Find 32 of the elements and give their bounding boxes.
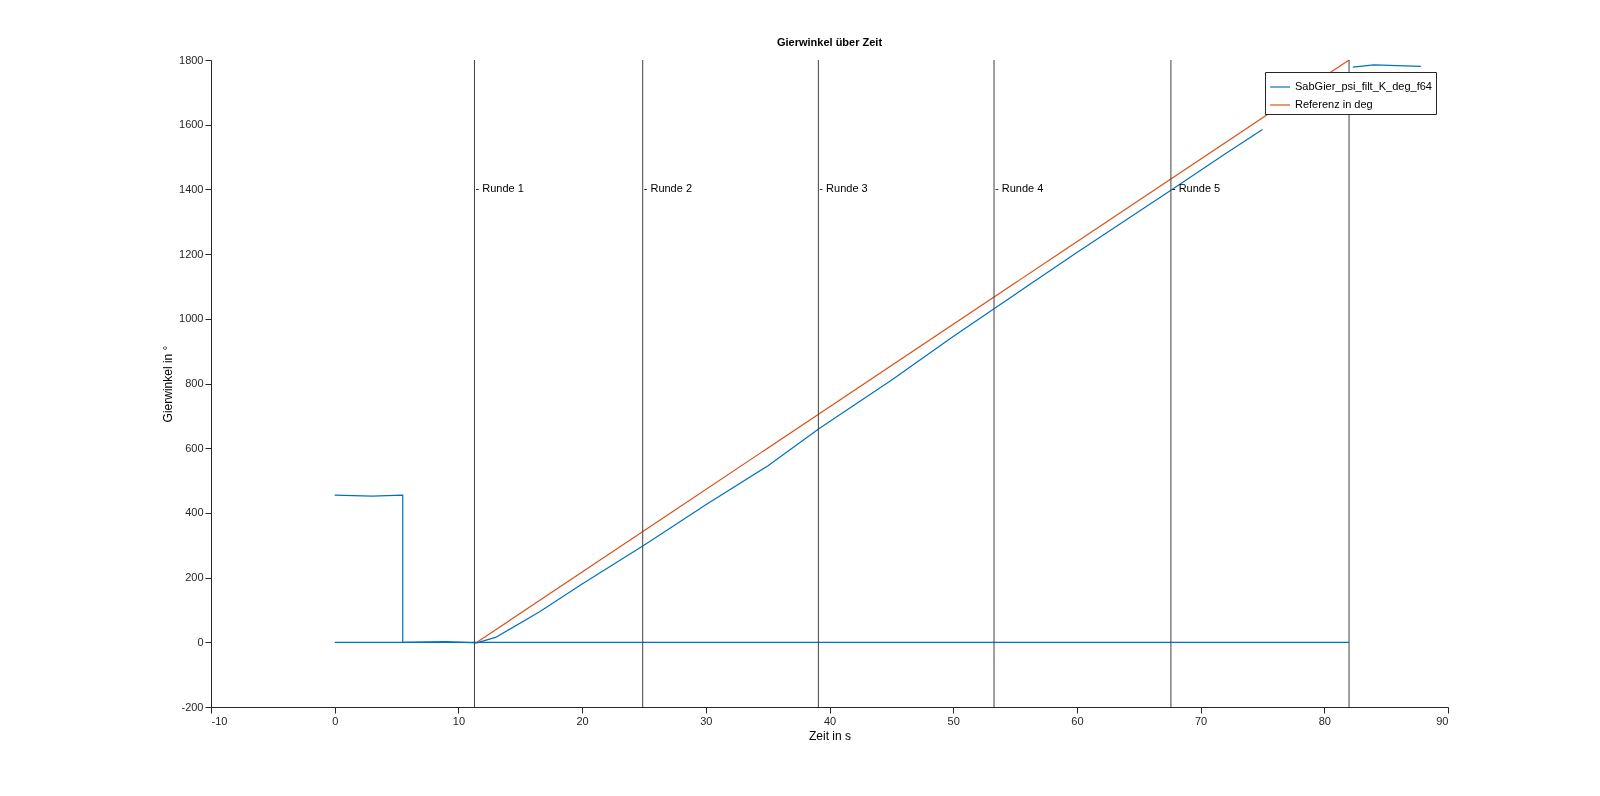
y-tick-label: 1800	[179, 53, 204, 66]
x-tick-label: 20	[576, 714, 589, 727]
y-tick-label: 1000	[179, 312, 204, 325]
x-axis-title: Zeit in s	[808, 728, 852, 743]
x-tick-label: 70	[1194, 714, 1208, 727]
y-tick-label: 800	[185, 377, 204, 389]
y-tick-label: 200	[185, 571, 204, 584]
ref-line-label: - Runde 3	[819, 182, 868, 195]
y-tick-label: 600	[185, 441, 204, 454]
y-tick-label: 1200	[179, 247, 204, 260]
ref-line-label: - Runde 1	[475, 182, 524, 195]
x-tick-label: 90	[1436, 714, 1449, 727]
x-tick-label: 0	[332, 714, 339, 727]
x-tick-label: 60	[1071, 714, 1084, 727]
y-tick-label: -200	[181, 700, 204, 713]
chart-title: Gierwinkel über Zeit	[776, 36, 883, 48]
x-tick-label: 40	[823, 714, 837, 727]
y-tick-label: 1600	[179, 118, 204, 131]
x-tick-label: 10	[452, 714, 466, 727]
legend-label: Referenz in deg	[1295, 98, 1373, 110]
y-tick-label: 0	[197, 635, 204, 648]
x-tick-label: 80	[1318, 714, 1331, 727]
x-tick-label: 30	[700, 714, 713, 727]
legend-label: SabGier_psi_filt_K_deg_f64	[1295, 80, 1432, 92]
x-tick-label: 50	[947, 714, 960, 727]
y-tick-label: 1400	[179, 182, 204, 195]
ref-line-label: - Runde 4	[995, 182, 1044, 195]
ref-line-label: - Runde 2	[643, 182, 693, 195]
ref-line-label: - Runde 5	[1171, 182, 1221, 195]
y-axis-title: Gierwinkel in °	[161, 345, 176, 423]
y-tick-label: 400	[185, 506, 204, 519]
x-tick-label: -10	[211, 714, 228, 727]
